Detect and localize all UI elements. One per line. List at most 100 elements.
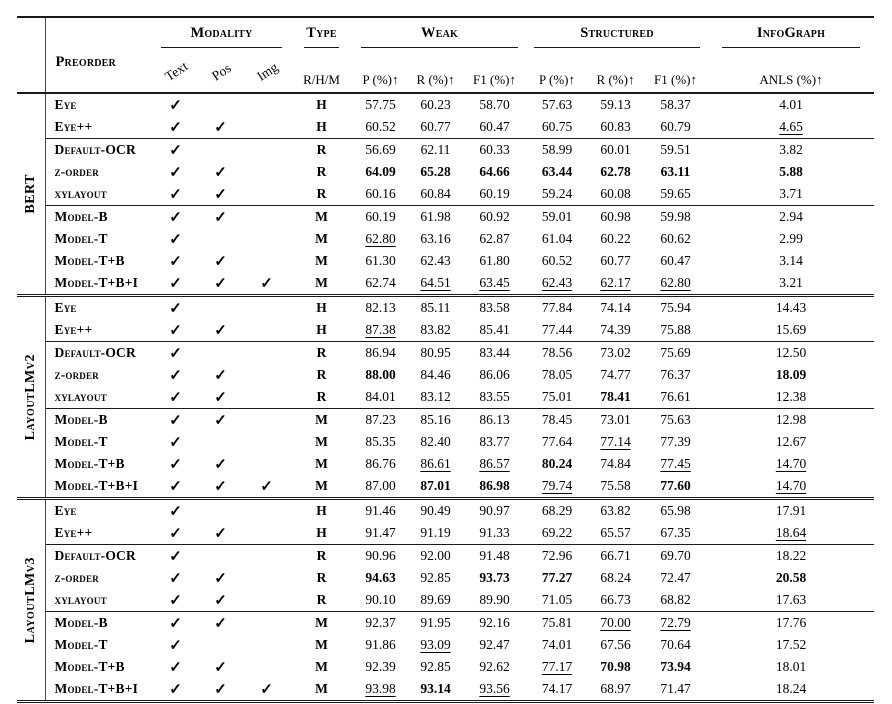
anls-value: 18.64 [708,522,874,545]
weak-r-value: 60.77 [408,116,463,139]
pos-check-empty [198,544,243,567]
metric-value: 85.35 [365,434,396,449]
img-check-empty [243,522,290,545]
weak-r-value: 90.49 [408,497,463,522]
metric-value: 75.63 [660,412,691,427]
weak-r-value: 64.51 [408,272,463,296]
img-check-empty [243,138,290,161]
structured-p-value: 58.99 [526,138,588,161]
pos-check-icon: ✓ [214,592,227,609]
pos-check-empty [198,294,243,319]
text-check-icon: ✓ [153,138,198,161]
weak-f1-value: 86.57 [463,453,526,475]
table-row: xylayout ✓ ✓ R 60.16 60.84 60.19 59.24 60.08 59.6… [17,183,874,206]
weak-p-value: 91.47 [353,522,408,545]
metric-value: 63.45 [479,275,510,290]
metric-value: 14.70 [775,456,807,471]
weak-p-value: 87.23 [353,408,408,431]
metric-value: 82.13 [365,300,396,315]
weak-f1-value: 62.87 [463,228,526,250]
metric-value: 70.98 [600,659,631,674]
preorder-cell: Model-T+B+I [54,275,139,290]
metric-value: 62.87 [479,231,510,246]
preorder-cell: Model-B [45,611,153,634]
table-row: Default-OCR ✓ R 56.69 62.11 60.33 58.99 60.01 59… [17,138,874,161]
model-label-cell: LayoutLMv2 [17,294,46,499]
text-check-icon: ✓ [169,119,182,136]
metric-value: 90.10 [365,592,396,607]
metric-value: 60.22 [600,231,631,246]
weak-f1-value: 86.98 [463,475,526,499]
metric-value: 90.97 [479,503,510,518]
structured-r-value: 70.00 [588,611,643,634]
type-cell: M [315,231,328,246]
infograph-group-header: InfoGraph [708,17,874,48]
metric-value: 68.82 [660,592,691,607]
pos-check-icon: ✓ [214,659,227,676]
table-row: Model-T+B ✓ ✓ M 61.30 62.43 61.80 60.52 60.77 60.… [17,250,874,272]
pos-check-empty [198,93,243,116]
metric-value: 79.74 [541,478,573,493]
structured-label: Structured [580,24,654,41]
weak-p-value: 90.96 [353,544,408,567]
text-check-icon: ✓ [153,544,198,567]
pos-check-icon: ✓ [198,408,243,431]
type-cell: M [315,478,328,493]
metric-value: 92.85 [420,659,451,674]
structured-f1-value: 68.82 [643,589,708,612]
anls-value: 3.71 [708,183,874,206]
table-row: z-order ✓ ✓ R 64.09 65.28 64.66 63.44 62.78 63.11… [17,161,874,183]
weak-r-value: 91.19 [408,522,463,545]
table-row: xylayout ✓ ✓ R 84.01 83.12 83.55 75.01 78.41 76.6… [17,386,874,409]
metric-value: 60.52 [365,119,396,134]
structured-f1-value: 77.39 [643,431,708,453]
weak-r-value: 85.16 [408,408,463,431]
metric-value: 92.62 [479,659,510,674]
metric-value: 83.44 [479,345,510,360]
structured-p-value: 78.45 [526,408,588,431]
weak-group-header: Weak [353,17,526,48]
structured-r-value: 74.39 [588,319,643,342]
weak-f1-value: 92.16 [463,611,526,634]
weak-r-value: 86.61 [408,453,463,475]
structured-r-value: 73.02 [588,341,643,364]
weak-r-value: 92.85 [408,656,463,678]
metric-value: 78.05 [541,367,573,382]
weak-f1-value: 83.77 [463,431,526,453]
metric-value: 91.46 [365,503,396,518]
text-check-icon: ✓ [169,659,182,676]
structured-r-value: 60.77 [588,250,643,272]
type-cell: H [316,119,327,134]
img-check-empty [243,341,290,364]
metric-value: 60.19 [479,186,510,201]
weak-r-value: 61.98 [408,205,463,228]
weak-p-value: 62.80 [353,228,408,250]
weak-r-value: 60.23 [408,93,463,116]
structured-r-value: 60.98 [588,205,643,228]
anls-value: 15.69 [708,319,874,342]
weak-r-value: 92.00 [408,544,463,567]
structured-p-value: 74.17 [526,678,588,702]
metric-value: 20.58 [775,570,807,585]
structured-r-value: 73.01 [588,408,643,431]
metric-value: 70.00 [600,615,631,630]
type-cell: R [316,367,327,382]
metric-value: 80.95 [420,345,451,360]
table-row: Model-T+B+I ✓ ✓ ✓ M 62.74 64.51 63.45 62.43 62.17… [17,272,874,296]
structured-f1-value: 75.88 [643,319,708,342]
type-cell: R [316,570,327,585]
structured-precision-header: P (%)↑ [526,48,588,94]
img-check-empty [243,453,290,475]
metric-value: 72.79 [660,615,691,630]
structured-f1-value: 70.64 [643,634,708,656]
pos-check-icon: ✓ [214,119,227,136]
weak-p-value: 57.75 [353,93,408,116]
metric-value: 67.35 [660,525,691,540]
table-row: Default-OCR ✓ R 90.96 92.00 91.48 72.96 66.71 69… [17,544,874,567]
metric-value: 83.55 [479,389,510,404]
metric-value: 59.98 [660,209,691,224]
weak-p-value: 90.10 [353,589,408,612]
weak-p-value: 86.94 [353,341,408,364]
table-row: Model-T+B+I ✓ ✓ ✓ M 87.00 87.01 86.98 79.74 75.58… [17,475,874,499]
